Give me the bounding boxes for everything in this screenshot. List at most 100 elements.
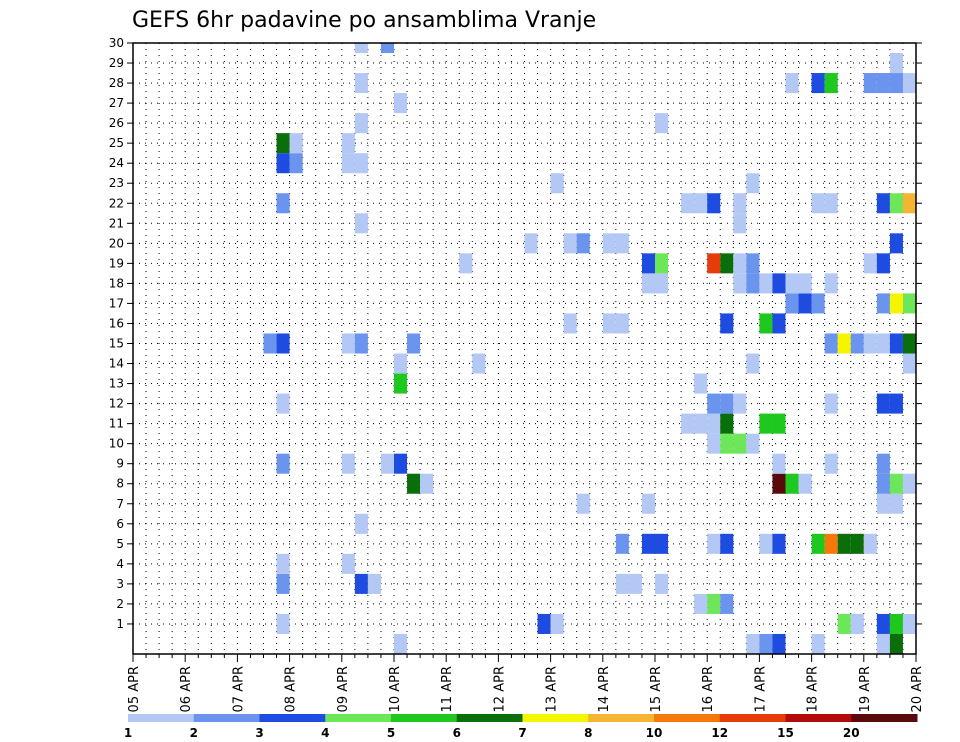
precip-cell (354, 213, 368, 234)
precip-cell (537, 613, 551, 634)
precip-cell (889, 613, 903, 634)
precip-cell (733, 213, 747, 234)
precip-cell (641, 253, 655, 274)
precip-cell (720, 313, 734, 334)
precip-cell (876, 293, 890, 314)
precip-cell (798, 473, 812, 494)
precip-cell (576, 233, 590, 254)
precip-cell (863, 253, 877, 274)
y-tick-label: 20 (109, 236, 124, 250)
x-tick-label: 12 APR (492, 666, 507, 712)
x-tick-label: 10 APR (388, 666, 403, 712)
y-tick-label: 19 (109, 256, 124, 270)
legend-label: 3 (255, 726, 263, 740)
precip-cell (367, 573, 381, 594)
precip-cell (746, 173, 760, 194)
precip-cell (694, 373, 708, 394)
precip-cell (759, 313, 773, 334)
precip-cell (811, 73, 825, 94)
x-tick-label: 17 APR (753, 666, 768, 712)
precip-cell (824, 73, 838, 94)
precip-cell (811, 533, 825, 554)
y-tick-label: 22 (109, 196, 124, 210)
x-tick-label: 19 APR (858, 666, 873, 712)
y-tick-label: 17 (109, 296, 124, 310)
y-tick-label: 25 (109, 136, 124, 150)
precip-cell (889, 633, 903, 654)
precip-cell (798, 273, 812, 294)
precip-cell (276, 133, 290, 154)
precip-cell (707, 193, 721, 214)
precip-cell (850, 533, 864, 554)
precip-cell (655, 573, 669, 594)
y-tick-label: 24 (109, 156, 124, 170)
precip-cell (785, 293, 799, 314)
precip-cell (876, 633, 890, 654)
legend-label: 4 (321, 726, 329, 740)
precip-cell (824, 453, 838, 474)
y-tick-label: 23 (109, 176, 124, 190)
precip-cell (824, 193, 838, 214)
grid-layer (133, 42, 916, 654)
precip-cell (550, 613, 564, 634)
precip-cell (641, 533, 655, 554)
precip-cell (354, 513, 368, 534)
precip-cell (707, 253, 721, 274)
y-axis: 1234567891011121314151617181920212223242… (109, 36, 922, 631)
precip-cell (837, 333, 851, 354)
legend-swatch (719, 714, 786, 722)
x-tick-label: 18 APR (806, 666, 821, 712)
legend-swatch (391, 714, 458, 722)
precip-cell (380, 43, 394, 54)
precip-cell (602, 233, 616, 254)
legend-swatch (456, 714, 523, 722)
x-tick-label: 14 APR (597, 666, 612, 712)
precip-cell (263, 333, 277, 354)
precip-cell (341, 553, 355, 574)
precip-cell (902, 73, 916, 94)
precip-cell (850, 613, 864, 634)
x-tick-label: 06 APR (179, 666, 194, 712)
precip-cell (655, 533, 669, 554)
precip-cell (850, 333, 864, 354)
precip-cell (889, 393, 903, 414)
precip-cell (772, 473, 786, 494)
y-tick-label: 28 (109, 76, 124, 90)
y-tick-label: 7 (116, 497, 124, 511)
precip-cell (863, 73, 877, 94)
y-tick-label: 9 (116, 457, 124, 471)
precip-cell (341, 453, 355, 474)
y-tick-label: 10 (109, 437, 124, 451)
precip-cell (289, 133, 303, 154)
precip-cell (720, 413, 734, 434)
precip-cell (341, 333, 355, 354)
precip-cell (655, 273, 669, 294)
precip-cell (354, 333, 368, 354)
precip-cell (720, 393, 734, 414)
precip-cell (733, 433, 747, 454)
precip-cell (276, 553, 290, 574)
precip-cell (276, 333, 290, 354)
legend-label: 20 (843, 726, 860, 740)
legend-label: 2 (190, 726, 198, 740)
legend-swatch (851, 714, 918, 722)
legend-swatch (193, 714, 260, 722)
precip-cell (772, 273, 786, 294)
precip-cell (720, 593, 734, 614)
y-tick-label: 21 (109, 216, 124, 230)
precip-cell (276, 193, 290, 214)
legend-swatch (785, 714, 852, 722)
precip-cell (641, 273, 655, 294)
precip-cell (276, 153, 290, 174)
precip-cell (902, 473, 916, 494)
precip-cell (615, 313, 629, 334)
x-tick-label: 07 APR (231, 666, 246, 712)
cell-layer (263, 43, 916, 654)
precip-cell (615, 233, 629, 254)
legend-label: 5 (387, 726, 395, 740)
precip-cell (772, 313, 786, 334)
precip-cell (902, 293, 916, 314)
legend-swatch (654, 714, 721, 722)
x-axis: 05 APR 06 APR 07 APR 08 APR 09 APR 10 APR 11 A… (127, 654, 925, 712)
precip-cell (876, 73, 890, 94)
